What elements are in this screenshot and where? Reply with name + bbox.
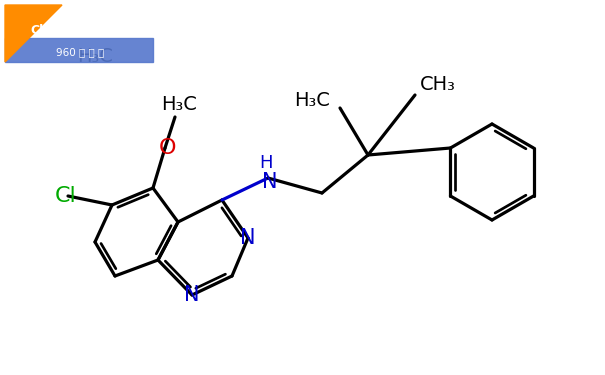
Text: Cl: Cl	[55, 186, 77, 206]
Bar	[5, 38, 153, 62]
Text: N: N	[240, 228, 256, 248]
Polygon shape	[5, 5, 62, 62]
Text: H₃C: H₃C	[77, 48, 113, 66]
Text: N: N	[185, 285, 200, 305]
Text: H₃C: H₃C	[294, 90, 330, 110]
Text: N: N	[262, 172, 278, 192]
Text: 960 化 之 网: 960 化 之 网	[56, 47, 104, 57]
Text: H₃C: H₃C	[161, 94, 197, 114]
Text: O: O	[159, 138, 175, 158]
Text: Chem960.com: Chem960.com	[30, 24, 129, 36]
Text: H: H	[260, 154, 273, 172]
Text: CH₃: CH₃	[420, 75, 456, 94]
